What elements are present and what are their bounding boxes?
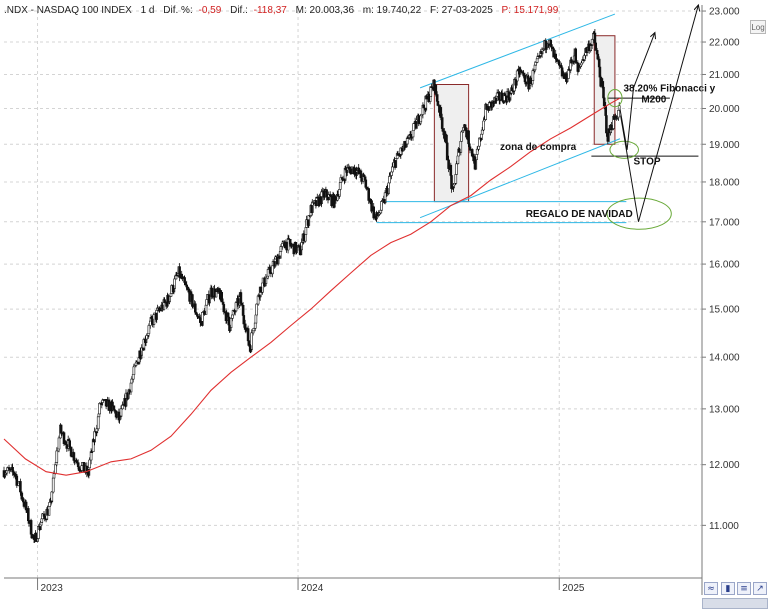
y-tick-label: 16.000 xyxy=(709,260,740,271)
wave-icon[interactable]: ≈ xyxy=(704,582,718,595)
candle-icon[interactable]: ▮ xyxy=(721,582,735,595)
max-label: M: 20.003,36 xyxy=(296,5,355,16)
horizontal-levels xyxy=(376,97,699,224)
price-label: P: 15.171,99 xyxy=(502,5,559,16)
ma200-line xyxy=(3,97,621,476)
min-label: m: 19.740,22 xyxy=(363,5,422,16)
x-tick-label: 2024 xyxy=(301,583,324,594)
annotation-label: M200 xyxy=(641,95,666,106)
y-tick-label: 22.000 xyxy=(709,38,740,49)
candle-bodies-down xyxy=(2,32,618,542)
annotation-label: 38.20% Fibonacci y xyxy=(623,83,715,94)
projection-path xyxy=(620,5,699,222)
price-candles xyxy=(2,29,621,543)
y-tick-label: 20.000 xyxy=(709,104,740,115)
dif-pct-label: Dif. %: xyxy=(163,5,192,16)
y-tick-label: 21.000 xyxy=(709,70,740,81)
symbol-label: .NDX - NASDAQ 100 INDEX xyxy=(4,5,132,16)
highlight-ellipse xyxy=(609,140,639,159)
y-axis: 23.000 22.000 21.000 20.000 19.000 18.000 17.0… xyxy=(701,5,740,595)
annotation-label: STOP xyxy=(633,156,660,167)
dif-label: Dif.: xyxy=(230,5,248,16)
period-label: 1 d xyxy=(141,5,155,16)
annotation-label: REGALO DE NAVIDAD xyxy=(526,209,633,220)
y-tick-label: 11.000 xyxy=(709,521,739,532)
highlight-ellipse xyxy=(606,197,672,230)
projection-path xyxy=(619,33,655,150)
y-tick-label: 15.000 xyxy=(709,305,740,316)
date-label: F: 27-03-2025 xyxy=(430,5,493,16)
highlight-ellipses xyxy=(606,88,672,230)
annotation-label: zona de compra xyxy=(500,142,577,153)
x-tick-label: 2023 xyxy=(41,583,64,594)
y-tick-label: 13.000 xyxy=(709,404,740,415)
y-tick-label: 19.000 xyxy=(709,140,740,151)
y-tick-label: 18.000 xyxy=(709,177,740,188)
bars-icon[interactable]: ≡ xyxy=(737,582,751,595)
projection-paths xyxy=(619,5,699,222)
ma200-line-group xyxy=(3,97,621,476)
dif-value: -118,37 xyxy=(254,5,288,16)
horizontal-scrollbar[interactable] xyxy=(702,598,768,609)
highlight-ellipse xyxy=(607,88,623,108)
dif-pct-value: -0,59 xyxy=(199,5,222,16)
scroll-arrow-icon[interactable]: ↗ xyxy=(753,582,767,595)
log-scale-button[interactable]: Log xyxy=(750,20,766,34)
y-tick-label: 14.000 xyxy=(709,353,740,364)
y-tick-label: 23.000 xyxy=(709,7,740,18)
x-tick-label: 2025 xyxy=(562,583,585,594)
header-text: .NDX - NASDAQ 100 INDEX 1 d Dif. %: -0,5… xyxy=(4,5,559,16)
x-axis: 2023 2024 2025 xyxy=(4,577,702,594)
channel-line xyxy=(419,13,616,89)
y-tick-label: 17.000 xyxy=(709,217,740,228)
y-tick-label: 12.000 xyxy=(709,460,740,471)
